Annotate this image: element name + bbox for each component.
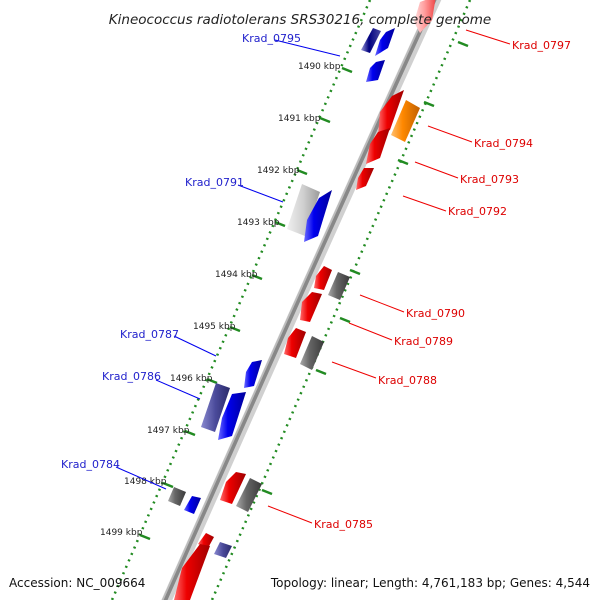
reverse-strand-ruler (210, 0, 472, 600)
gene-label-krad-0786[interactable]: Krad_0786 (102, 370, 161, 383)
gene-krad-0793[interactable] (366, 128, 390, 164)
gene-krad-0792[interactable] (356, 168, 374, 190)
kbp-label: 1494 kbp (215, 270, 258, 280)
gene-krad-0791a[interactable] (287, 184, 320, 236)
forward-strand-genes (168, 28, 395, 514)
kbp-label: 1493 kbp (237, 218, 280, 228)
gene-krad-0784b[interactable] (184, 496, 201, 514)
gene-label-krad-0791[interactable]: Krad_0791 (185, 176, 244, 189)
kbp-label: 1491 kbp (278, 114, 321, 124)
gene-label-krad-0794[interactable]: Krad_0794 (474, 137, 533, 150)
gene-krad-0785b (236, 478, 262, 512)
gene-krad-0786b[interactable] (218, 392, 246, 440)
gene-krad-0795c[interactable] (366, 60, 385, 82)
gene-krad-0790b (328, 272, 350, 300)
gene-krad-0795b[interactable] (375, 28, 395, 56)
gene-krad-0796[interactable] (378, 90, 404, 136)
gene-label-krad-0784[interactable]: Krad_0784 (61, 458, 120, 471)
gene-label-krad-0793[interactable]: Krad_0793 (460, 173, 519, 186)
reverse-strand-genes (174, 0, 436, 600)
kbp-label: 1490 kbp (298, 62, 341, 72)
gene-krad-0788a[interactable] (284, 328, 306, 358)
kbp-label: 1492 kbp (257, 166, 300, 176)
gene-krad-0797[interactable] (414, 0, 436, 33)
kbp-label: 1498 kbp (124, 477, 167, 487)
gene-label-krad-0795[interactable]: Krad_0795 (242, 32, 301, 45)
gene-krad-0786a[interactable] (201, 383, 230, 432)
gene-krad-0785a[interactable] (220, 472, 246, 504)
gene-krad-0784a (168, 487, 186, 506)
gene-krad-0791b[interactable] (304, 190, 332, 242)
page-title: Kineococcus radiotolerans SRS30216, comp… (109, 12, 491, 28)
gene-label-krad-0787[interactable]: Krad_0787 (120, 328, 179, 341)
accession-label: Accession: NC_009664 (9, 576, 145, 590)
leader-lines (115, 29, 511, 524)
ruler-ticks (139, 40, 469, 541)
gene-label-krad-0792[interactable]: Krad_0792 (448, 205, 507, 218)
gene-label-krad-0785[interactable]: Krad_0785 (314, 518, 373, 531)
genome-summary: Topology: linear; Length: 4,761,183 bp; … (270, 576, 590, 590)
kbp-label: 1495 kbp (193, 322, 236, 332)
gene-krad-0787[interactable] (244, 360, 262, 388)
gene-krad-0789[interactable] (300, 292, 322, 322)
gene-krad-0795a[interactable] (361, 28, 381, 53)
kbp-label: 1496 kbp (170, 374, 213, 384)
forward-strand-ruler (110, 0, 372, 600)
gene-krad-0794[interactable] (391, 100, 420, 142)
gene-label-krad-0790[interactable]: Krad_0790 (406, 307, 465, 320)
gene-label-krad-0789[interactable]: Krad_0789 (394, 335, 453, 348)
kbp-labels: 1490 kbp 1491 kbp 1492 kbp 1493 kbp 1494… (100, 62, 341, 538)
gene-label-krad-0788[interactable]: Krad_0788 (378, 374, 437, 387)
gene-label-krad-0797[interactable]: Krad_0797 (512, 39, 571, 52)
gene-krad-0783a[interactable] (198, 533, 214, 548)
gene-krad-0783b[interactable] (214, 542, 232, 558)
gene-krad-0790a[interactable] (314, 266, 332, 290)
gene-krad-0782[interactable] (174, 544, 210, 600)
kbp-label: 1497 kbp (147, 426, 190, 436)
kbp-label: 1499 kbp (100, 528, 143, 538)
chromosome-axis (161, 0, 442, 600)
gene-krad-0788b (300, 336, 324, 370)
